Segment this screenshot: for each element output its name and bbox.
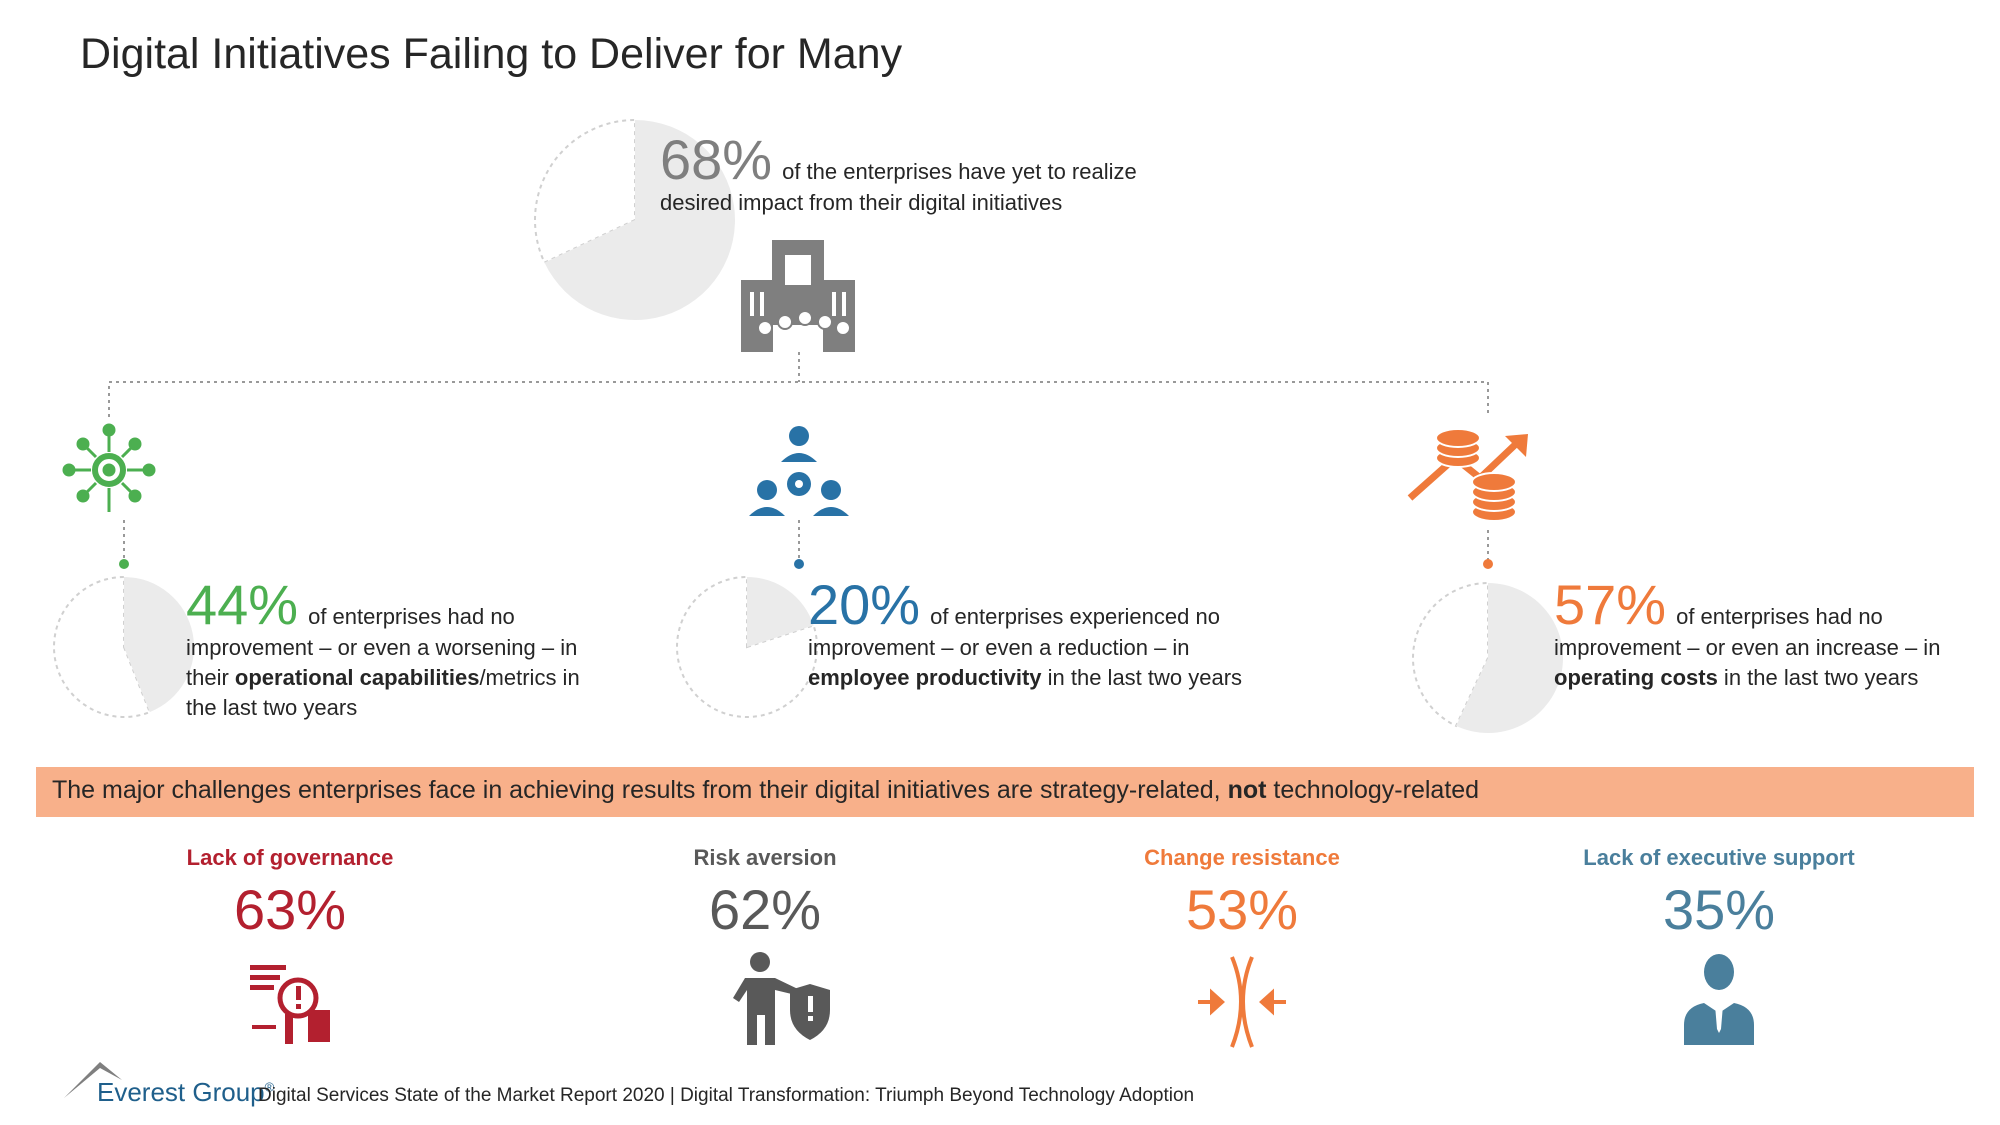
text-segment: in the last two years xyxy=(1717,665,1919,690)
text-segment: of enterprises had no improvement – or e… xyxy=(186,604,578,690)
title: Digital Initiatives Failing to Deliver f… xyxy=(80,30,903,78)
text-segment: operating costs xyxy=(1554,665,1718,690)
pie-rest xyxy=(53,575,152,718)
connector xyxy=(123,520,1489,562)
challenge: Lack of governance 63% xyxy=(70,845,510,942)
stat-value: 44% xyxy=(186,573,299,636)
pie-rest xyxy=(534,118,636,264)
brand-name: Everest Group xyxy=(97,1077,265,1107)
stat-value: 20% xyxy=(808,573,921,636)
governance-icon xyxy=(250,965,330,1044)
banner-text: The major challenges enterprises face in… xyxy=(52,776,1479,805)
challenge: Risk aversion 62% xyxy=(545,845,985,942)
challenge-value: 53% xyxy=(1185,878,1299,941)
building-icon xyxy=(741,240,855,352)
coins-icon xyxy=(1407,428,1528,522)
pie-slice xyxy=(1456,583,1563,733)
headline: 68% of the enterprises have yet to realiz… xyxy=(660,132,1200,218)
text-segment: not xyxy=(1227,776,1267,804)
challenge-value: 63% xyxy=(233,878,347,941)
text-segment: employee productivity xyxy=(808,665,1042,690)
headline-value: 68% xyxy=(660,128,773,191)
challenge-label: Lack of executive support xyxy=(1583,845,1855,870)
challenge-value: 62% xyxy=(708,878,822,941)
executive-icon xyxy=(1684,954,1754,1045)
challenge-label: Risk aversion xyxy=(693,845,837,870)
challenge-value: 35% xyxy=(1662,878,1776,941)
resistance-icon xyxy=(1198,956,1286,1048)
stat-text: 57% of enterprises had no improvement – o… xyxy=(1554,577,1974,693)
pie-slice xyxy=(544,120,735,320)
challenge: Lack of executive support 35% xyxy=(1499,845,1939,942)
text-segment: in the last two years xyxy=(1041,665,1243,690)
connector xyxy=(108,352,1489,417)
stat-text: 20% of enterprises experienced no improve… xyxy=(808,577,1258,693)
dot xyxy=(1483,559,1493,569)
text-segment: technology-related xyxy=(1266,776,1480,804)
risk-icon xyxy=(733,952,830,1045)
people-icon xyxy=(749,426,849,516)
challenge-label: Lack of governance xyxy=(186,845,394,870)
source: Digital Services State of the Market Rep… xyxy=(258,1085,1195,1106)
headline-text: of the enterprises have yet to realize d… xyxy=(660,159,1137,215)
challenge-label: Change resistance xyxy=(1144,845,1340,870)
dot xyxy=(794,559,804,569)
pie-slice xyxy=(124,577,194,713)
text-segment: of enterprises had no improvement – or e… xyxy=(1554,604,1941,660)
brand-mark: ® xyxy=(264,1079,275,1095)
text-segment: of enterprises experienced no improvemen… xyxy=(808,604,1220,660)
text-segment: operational capabilities xyxy=(234,665,480,690)
pie-rest xyxy=(676,575,818,718)
logo-mark xyxy=(64,1062,122,1098)
text-segment: The major challenges enterprises face in… xyxy=(52,776,1228,804)
stat-text: 44% of enterprises had no improvement – o… xyxy=(186,577,606,723)
banner xyxy=(36,767,1974,817)
challenge: Change resistance 53% xyxy=(1022,845,1462,942)
stat-value: 57% xyxy=(1554,573,1667,636)
brand: Everest Group® xyxy=(97,1077,274,1108)
text-segment: /metrics in the last two years xyxy=(186,665,580,720)
pie-rest xyxy=(1412,581,1489,728)
dot xyxy=(119,559,129,569)
connectors xyxy=(108,352,1489,562)
pie-slice xyxy=(747,577,814,647)
network-icon xyxy=(62,423,156,512)
